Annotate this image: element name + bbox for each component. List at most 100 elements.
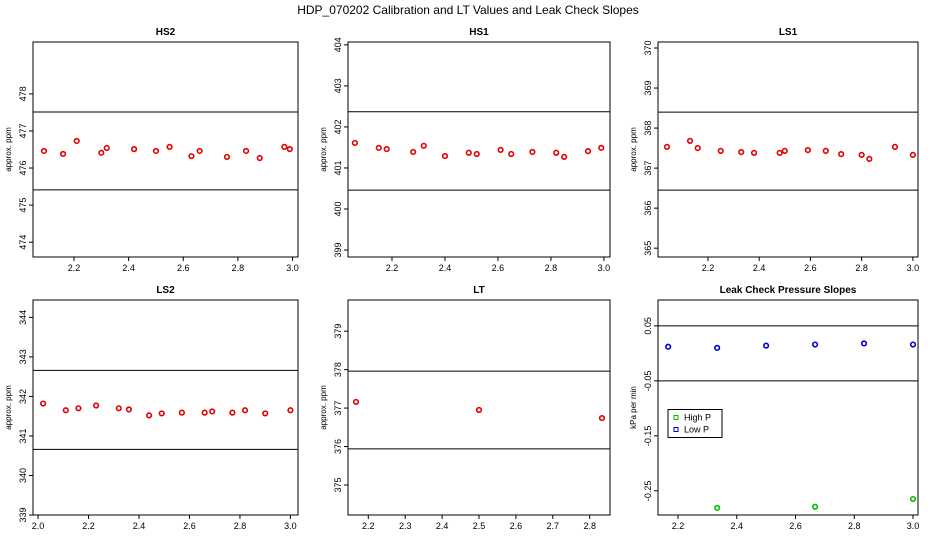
y-tick-label: 367 <box>643 161 653 176</box>
y-tick-label: 400 <box>333 201 343 216</box>
data-point <box>750 149 758 157</box>
panel-title: LS2 <box>156 285 175 296</box>
y-axis-label: approx. ppm <box>629 127 638 172</box>
data-point <box>178 409 186 416</box>
data-point <box>351 139 358 147</box>
data-point <box>352 398 360 406</box>
x-tick-label: 2.4 <box>730 521 743 531</box>
data-point <box>781 147 788 155</box>
data-point <box>92 402 100 409</box>
plot-frame <box>32 299 299 516</box>
data-point <box>909 495 917 503</box>
y-axis-label: approx. ppm <box>319 127 328 172</box>
y-tick-label: 377 <box>333 401 343 416</box>
panel-title: LT <box>473 285 484 296</box>
x-tick-label: 2.4 <box>133 521 146 531</box>
y-axis-label: approx. ppm <box>319 385 328 430</box>
data-point <box>115 405 122 412</box>
legend-box <box>667 409 723 438</box>
data-point <box>804 147 811 154</box>
data-point <box>286 146 293 153</box>
data-point <box>738 149 745 156</box>
data-point <box>39 400 47 407</box>
x-tick-label: 2.2 <box>386 263 399 273</box>
data-point <box>441 152 449 160</box>
data-point <box>62 407 69 414</box>
data-point <box>858 151 865 159</box>
data-point <box>59 150 67 158</box>
y-tick-label: 0.05 <box>643 317 653 335</box>
y-tick-label: 478 <box>18 86 28 101</box>
x-tick-label: 2.3 <box>399 521 412 531</box>
x-tick-label: 3.0 <box>598 263 611 273</box>
data-point <box>561 153 568 160</box>
data-point <box>909 151 916 159</box>
data-point <box>694 144 701 152</box>
y-tick-label: 401 <box>333 160 343 175</box>
data-point <box>229 409 236 416</box>
y-tick-label: 365 <box>643 241 653 256</box>
data-point <box>375 144 382 151</box>
legend-swatch <box>673 415 679 420</box>
x-tick-label: 2.6 <box>492 263 505 273</box>
data-point <box>811 341 819 348</box>
x-tick-label: 2.8 <box>583 521 596 531</box>
y-tick-label: 379 <box>333 324 343 339</box>
y-tick-label: 368 <box>643 121 653 136</box>
x-tick-label: 2.2 <box>82 521 95 531</box>
data-point <box>166 143 173 151</box>
plot-frame <box>657 41 919 258</box>
data-point <box>598 144 605 151</box>
x-tick-label: 2.4 <box>436 521 449 531</box>
data-point <box>714 504 721 511</box>
data-point <box>256 154 263 162</box>
data-point <box>663 143 671 150</box>
x-tick-label: 2.8 <box>545 263 558 273</box>
data-point <box>383 145 390 153</box>
data-point <box>584 148 592 155</box>
x-tick-label: 2.2 <box>672 521 685 531</box>
x-tick-label: 2.6 <box>510 521 523 531</box>
x-tick-label: 2.8 <box>855 263 868 273</box>
panel: LT 2.2 2.3 2.4 2.5 2.6 2.7 2.8 375 376 377 378 379 ap… <box>319 285 611 531</box>
plot-frame <box>657 299 919 516</box>
y-tick-label: 342 <box>18 389 28 404</box>
y-tick-label: -0.25 <box>643 481 653 502</box>
y-tick-label: 378 <box>333 362 343 377</box>
panel-title: Leak Check Pressure Slopes <box>720 285 857 296</box>
data-point <box>98 149 105 156</box>
x-tick-label: 2.8 <box>232 263 245 273</box>
x-tick-label: 2.7 <box>547 521 560 531</box>
data-point <box>196 147 203 155</box>
y-tick-label: 474 <box>18 235 28 250</box>
x-tick-label: 2.4 <box>122 263 135 273</box>
y-tick-label: 403 <box>333 78 343 93</box>
x-tick-label: 2.6 <box>183 521 196 531</box>
y-tick-label: 404 <box>333 37 343 52</box>
y-tick-label: 402 <box>333 119 343 134</box>
data-point <box>529 148 536 156</box>
data-point <box>158 410 165 417</box>
data-point <box>241 407 249 414</box>
x-tick-label: 3.0 <box>286 263 299 273</box>
data-point <box>838 151 845 158</box>
data-point <box>860 340 868 347</box>
y-tick-label: 376 <box>333 439 343 454</box>
data-point <box>811 503 819 510</box>
y-tick-label: -0.15 <box>643 426 653 447</box>
x-tick-label: 3.0 <box>907 263 920 273</box>
data-point <box>909 341 917 348</box>
data-point <box>763 342 770 349</box>
y-tick-label: -0.05 <box>643 371 653 392</box>
data-point <box>262 410 269 417</box>
panel-title: HS1 <box>469 27 489 38</box>
data-point <box>223 153 231 161</box>
x-tick-label: 2.4 <box>439 263 452 273</box>
y-tick-label: 344 <box>18 310 28 325</box>
data-point <box>103 144 110 152</box>
data-point <box>410 148 417 156</box>
x-tick-label: 2.6 <box>804 263 817 273</box>
data-point <box>40 147 48 155</box>
data-point <box>776 149 783 157</box>
data-point <box>686 137 694 144</box>
